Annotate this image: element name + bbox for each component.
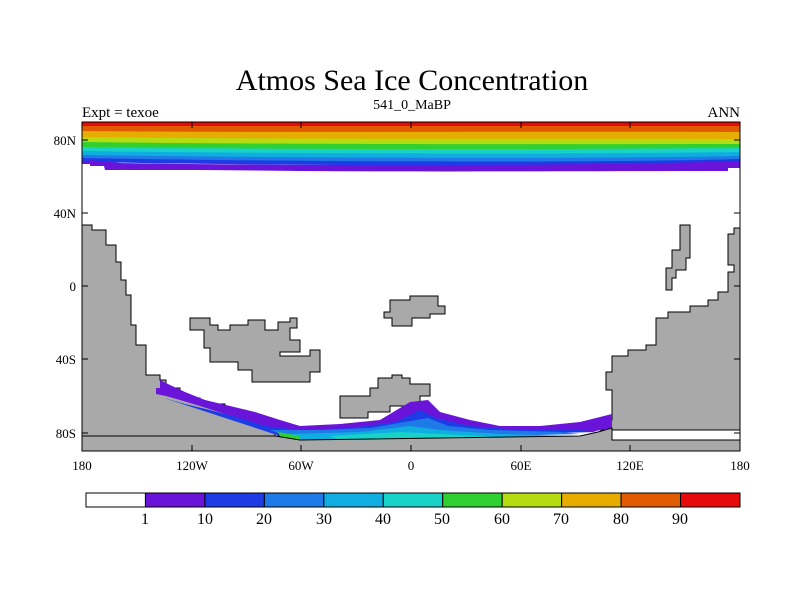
figure-title: Atmos Sea Ice Concentration — [236, 64, 588, 97]
colorbar-box — [263, 492, 325, 508]
colorbar — [85, 492, 741, 508]
colorbar-box — [323, 492, 384, 508]
experiment-label: Expt = texoe — [82, 105, 159, 121]
colorbar-label: 10 — [197, 511, 213, 528]
x-tick-label: 120W — [176, 458, 209, 473]
x-tick-label: 180 — [730, 458, 750, 473]
colorbar-box — [382, 492, 444, 508]
colorbar-box — [144, 492, 206, 508]
colorbar-label: 60 — [494, 511, 510, 528]
colorbar-label: 80 — [613, 511, 629, 528]
x-tick-label: 60E — [511, 458, 532, 473]
colorbar-label: 50 — [434, 511, 450, 528]
x-tick-label: 180 — [72, 458, 92, 473]
colorbar-label: 1 — [141, 511, 149, 528]
y-tick-label: 80S — [56, 426, 76, 441]
y-tick-labels: 80N 40N 0 40S 80S — [54, 133, 77, 441]
colorbar-box — [680, 492, 741, 508]
figure-subtitle: 541_0_MaBP — [373, 98, 451, 113]
x-tick-label: 0 — [408, 458, 415, 473]
colorbar-label: 90 — [672, 511, 688, 528]
y-tick-label: 80N — [54, 133, 77, 148]
colorbar-box — [204, 492, 265, 508]
colorbar-label: 70 — [553, 511, 569, 528]
x-tick-label: 120E — [616, 458, 644, 473]
season-label: ANN — [708, 105, 741, 121]
colorbar-label: 20 — [256, 511, 272, 528]
colorbar-box — [561, 492, 622, 508]
land-masses — [81, 224, 741, 452]
colorbar-box — [501, 492, 563, 508]
land-island-center — [383, 295, 446, 327]
y-tick-label: 0 — [70, 279, 77, 294]
land-central — [189, 317, 321, 383]
x-tick-labels: 180 120W 60W 0 60E 120E 180 — [72, 458, 750, 473]
y-tick-label: 40N — [54, 206, 77, 221]
colorbar-label: 30 — [316, 511, 332, 528]
colorbar-box — [620, 492, 682, 508]
ice-band-1 — [156, 380, 612, 434]
colorbar-box — [85, 492, 146, 508]
colorbar-label: 40 — [375, 511, 391, 528]
colorbar-box — [442, 492, 503, 508]
map-panel: 80N 40N 0 40S 80S 180 120W 60W 0 60E 120… — [54, 121, 750, 473]
y-tick-label: 40S — [56, 352, 76, 367]
axis-ticks — [82, 122, 740, 451]
arctic-sea-ice — [82, 122, 740, 172]
land-east-peninsula — [665, 224, 691, 291]
colorbar-labels: 1 10 20 30 40 50 60 70 80 90 — [141, 511, 688, 528]
x-tick-label: 60W — [288, 458, 314, 473]
